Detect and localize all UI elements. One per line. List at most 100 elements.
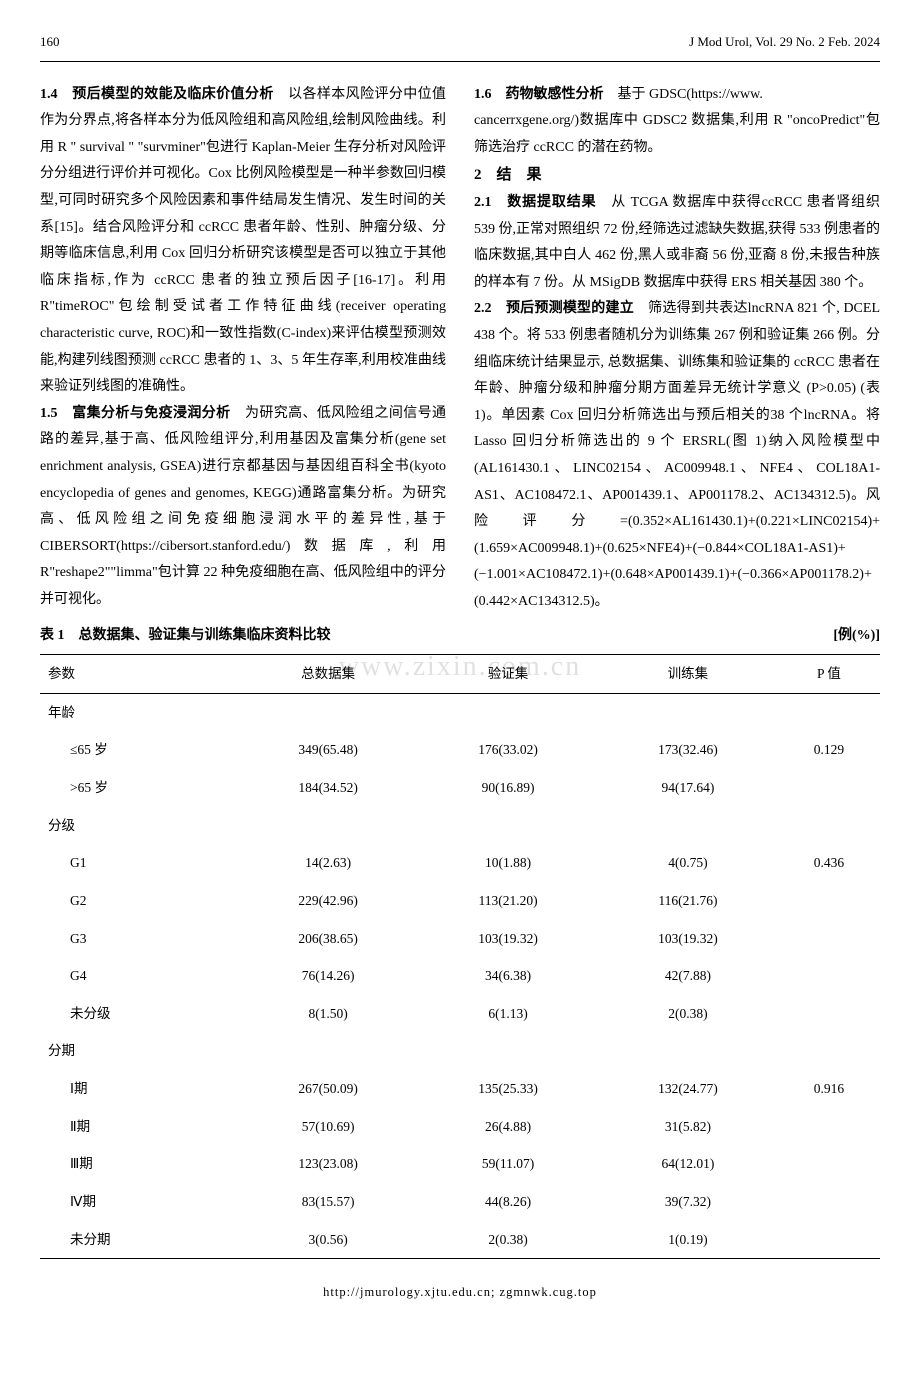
section-1-5-head: 1.5 富集分析与免疫浸润分析 — [40, 406, 231, 421]
col-total: 总数据集 — [238, 655, 418, 694]
section-1-6-head: 1.6 药物敏感性分析 — [474, 87, 604, 102]
cell-train: 94(17.64) — [598, 769, 778, 807]
section-1-4-body: 以各样本风险评分中位值作为分界点,将各样本分为低风险组和高风险组,绘制风险曲线。… — [40, 87, 446, 395]
section-2-2-head: 2.2 预后预测模型的建立 — [474, 301, 634, 316]
table-row: G2229(42.96)113(21.20)116(21.76) — [40, 882, 880, 920]
cell-total: 3(0.56) — [238, 1221, 418, 1259]
cell-total: 206(38.65) — [238, 920, 418, 958]
section-2-1: 2.1 数据提取结果 从 TCGA 数据库中获得ccRCC 患者肾组织 539 … — [474, 190, 880, 296]
row-label: G2 — [40, 882, 238, 920]
cell-valid: 103(19.32) — [418, 920, 598, 958]
row-label: 未分级 — [40, 995, 238, 1033]
table-row: Ⅲ期123(23.08)59(11.07)64(12.01) — [40, 1145, 880, 1183]
section-2-2: 2.2 预后预测模型的建立 筛选得到共表达lncRNA 821 个, DCEL … — [474, 296, 880, 615]
table-row: 分级 — [40, 807, 880, 845]
cell-valid: 6(1.13) — [418, 995, 598, 1033]
table-unit: [例(%)] — [833, 623, 880, 650]
right-continuation: cancerrxgene.org/)数据库中 GDSC2 数据集,利用 R "o… — [474, 108, 880, 161]
cell-train: 103(19.32) — [598, 920, 778, 958]
row-label: G3 — [40, 920, 238, 958]
section-1-5-body: 为研究高、低风险组之间信号通路的差异,基于高、低风险组评分,利用基因及富集分析(… — [40, 406, 446, 607]
section-1-4-head: 1.4 预后模型的效能及临床价值分析 — [40, 87, 274, 102]
section-1-6-body: 基于 GDSC(https://www. — [604, 87, 763, 102]
cell-valid: 135(25.33) — [418, 1070, 598, 1108]
section-2-1-head: 2.1 数据提取结果 — [474, 195, 597, 210]
cell-pvalue — [778, 1145, 880, 1183]
table-caption: 表 1 总数据集、验证集与训练集临床资料比较 — [40, 623, 331, 650]
cell-train: 132(24.77) — [598, 1070, 778, 1108]
section-1-5: 1.5 富集分析与免疫浸润分析 为研究高、低风险组之间信号通路的差异,基于高、低… — [40, 401, 446, 614]
cell-total: 76(14.26) — [238, 957, 418, 995]
cell-total: 83(15.57) — [238, 1183, 418, 1221]
cell-train: 116(21.76) — [598, 882, 778, 920]
table-row: Ⅳ期83(15.57)44(8.26)39(7.32) — [40, 1183, 880, 1221]
table-row: 分期 — [40, 1032, 880, 1070]
cell-total: 184(34.52) — [238, 769, 418, 807]
group-name: 分期 — [40, 1032, 238, 1070]
cell-train: 173(32.46) — [598, 731, 778, 769]
table-row: G114(2.63)10(1.88)4(0.75)0.436 — [40, 844, 880, 882]
section-1-4: 1.4 预后模型的效能及临床价值分析 以各样本风险评分中位值作为分界点,将各样本… — [40, 82, 446, 401]
cell-valid: 59(11.07) — [418, 1145, 598, 1183]
row-label: Ⅰ期 — [40, 1070, 238, 1108]
cell-pvalue — [778, 920, 880, 958]
cell-train: 64(12.01) — [598, 1145, 778, 1183]
table-row: G3206(38.65)103(19.32)103(19.32) — [40, 920, 880, 958]
cell-train: 4(0.75) — [598, 844, 778, 882]
section-1-6: 1.6 药物敏感性分析 基于 GDSC(https://www. — [474, 82, 880, 109]
cell-valid: 44(8.26) — [418, 1183, 598, 1221]
cell-valid: 10(1.88) — [418, 844, 598, 882]
row-label: Ⅳ期 — [40, 1183, 238, 1221]
col-train: 训练集 — [598, 655, 778, 694]
group-name: 年龄 — [40, 693, 238, 731]
row-label: >65 岁 — [40, 769, 238, 807]
cell-valid: 34(6.38) — [418, 957, 598, 995]
cell-valid: 113(21.20) — [418, 882, 598, 920]
cell-valid: 176(33.02) — [418, 731, 598, 769]
cell-pvalue — [778, 957, 880, 995]
col-pvalue: P 值 — [778, 655, 880, 694]
table-row: 未分期3(0.56)2(0.38)1(0.19) — [40, 1221, 880, 1259]
table-row: >65 岁184(34.52)90(16.89)94(17.64) — [40, 769, 880, 807]
table-caption-row: 表 1 总数据集、验证集与训练集临床资料比较 [例(%)] — [40, 623, 880, 650]
cell-pvalue: 0.129 — [778, 731, 880, 769]
group-name: 分级 — [40, 807, 238, 845]
cell-train: 1(0.19) — [598, 1221, 778, 1259]
cell-valid: 2(0.38) — [418, 1221, 598, 1259]
table-header-row: 参数 总数据集 验证集 训练集 P 值 — [40, 655, 880, 694]
cell-total: 57(10.69) — [238, 1108, 418, 1146]
row-label: G1 — [40, 844, 238, 882]
cell-pvalue — [778, 995, 880, 1033]
cell-train: 31(5.82) — [598, 1108, 778, 1146]
row-label: Ⅲ期 — [40, 1145, 238, 1183]
section-2-2-body: 筛选得到共表达lncRNA 821 个, DCEL 438 个。将 533 例患… — [474, 301, 880, 609]
cell-total: 123(23.08) — [238, 1145, 418, 1183]
cell-train: 2(0.38) — [598, 995, 778, 1033]
row-label: Ⅱ期 — [40, 1108, 238, 1146]
cell-pvalue: 0.916 — [778, 1070, 880, 1108]
cell-pvalue — [778, 1183, 880, 1221]
cell-pvalue — [778, 1221, 880, 1259]
col-valid: 验证集 — [418, 655, 598, 694]
page-footer: http://jmurology.xjtu.edu.cn; zgmnwk.cug… — [40, 1281, 880, 1305]
body-columns: 1.4 预后模型的效能及临床价值分析 以各样本风险评分中位值作为分界点,将各样本… — [40, 82, 880, 616]
table-row: ≤65 岁349(65.48)176(33.02)173(32.46)0.129 — [40, 731, 880, 769]
table-row: 未分级8(1.50)6(1.13)2(0.38) — [40, 995, 880, 1033]
cell-total: 229(42.96) — [238, 882, 418, 920]
cell-pvalue — [778, 1108, 880, 1146]
journal-info: J Mod Urol, Vol. 29 No. 2 Feb. 2024 — [689, 30, 880, 55]
cell-valid: 90(16.89) — [418, 769, 598, 807]
row-label: G4 — [40, 957, 238, 995]
cell-valid: 26(4.88) — [418, 1108, 598, 1146]
table-row: Ⅱ期57(10.69)26(4.88)31(5.82) — [40, 1108, 880, 1146]
row-label: ≤65 岁 — [40, 731, 238, 769]
table-row: 年龄 — [40, 693, 880, 731]
row-label: 未分期 — [40, 1221, 238, 1259]
section-2-head: 2 结 果 — [474, 161, 880, 190]
cell-total: 8(1.50) — [238, 995, 418, 1033]
page-header: 160 J Mod Urol, Vol. 29 No. 2 Feb. 2024 — [40, 30, 880, 62]
table-row: G476(14.26)34(6.38)42(7.88) — [40, 957, 880, 995]
clinical-table: 参数 总数据集 验证集 训练集 P 值 年龄≤65 岁349(65.48)176… — [40, 654, 880, 1259]
cell-pvalue — [778, 769, 880, 807]
page-number: 160 — [40, 30, 60, 55]
